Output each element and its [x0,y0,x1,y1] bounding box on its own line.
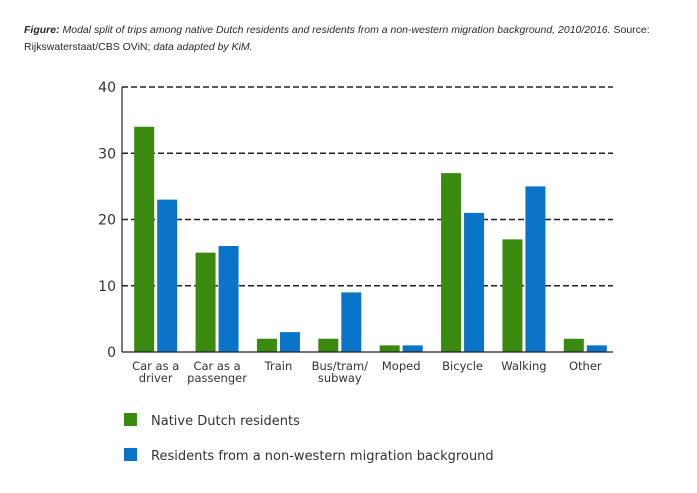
caption-text: Modal split of trips among native Dutch … [59,24,611,36]
bar-non-western [464,212,485,352]
x-tick-label: Other [569,359,602,373]
bar-native-dutch [256,338,277,352]
x-tick-label: subway [318,371,362,385]
bar-non-western [279,332,300,352]
figure-caption: Figure: Modal split of trips among nativ… [24,22,664,56]
caption-note: data adapted by KiM. [150,41,253,53]
legend-swatch [124,448,137,461]
x-tick-label: Car as a [132,359,179,373]
bar-native-dutch [318,338,339,352]
bar-non-western [525,186,546,352]
bar-non-western [402,345,423,352]
bar-non-western [586,345,607,352]
x-tick-label: Moped [382,359,421,373]
y-tick-label: 40 [98,80,116,96]
bar-native-dutch [441,173,462,352]
x-tick-label: driver [139,371,173,385]
bar-non-western [341,292,362,352]
caption-source: Source: Rijkswaterstaat/CBS OViN; [24,24,650,53]
bar-non-western [218,246,239,352]
bar-non-western [157,199,178,352]
y-tick-label: 0 [107,345,116,361]
y-tick-label: 30 [98,146,116,162]
x-tick-label: Walking [501,359,546,373]
caption-label: Figure: [24,24,60,36]
x-tick-label: passenger [187,371,247,385]
x-tick-label: Bus/tram/ [312,359,369,373]
bar-native-dutch [502,239,523,352]
legend-label: Residents from a non-western migration b… [151,449,494,464]
x-tick-label: Car as a [193,359,240,373]
bar-native-dutch [195,252,216,352]
x-tick-label: Train [264,359,293,373]
y-tick-label: 20 [98,213,116,229]
bar-native-dutch [379,345,400,352]
bar-native-dutch [134,126,155,352]
legend-label: Native Dutch residents [151,414,300,429]
x-tick-label: Bicycle [442,359,483,373]
y-tick-label: 10 [98,279,116,295]
bar-native-dutch [563,338,584,352]
legend-swatch [124,413,137,426]
